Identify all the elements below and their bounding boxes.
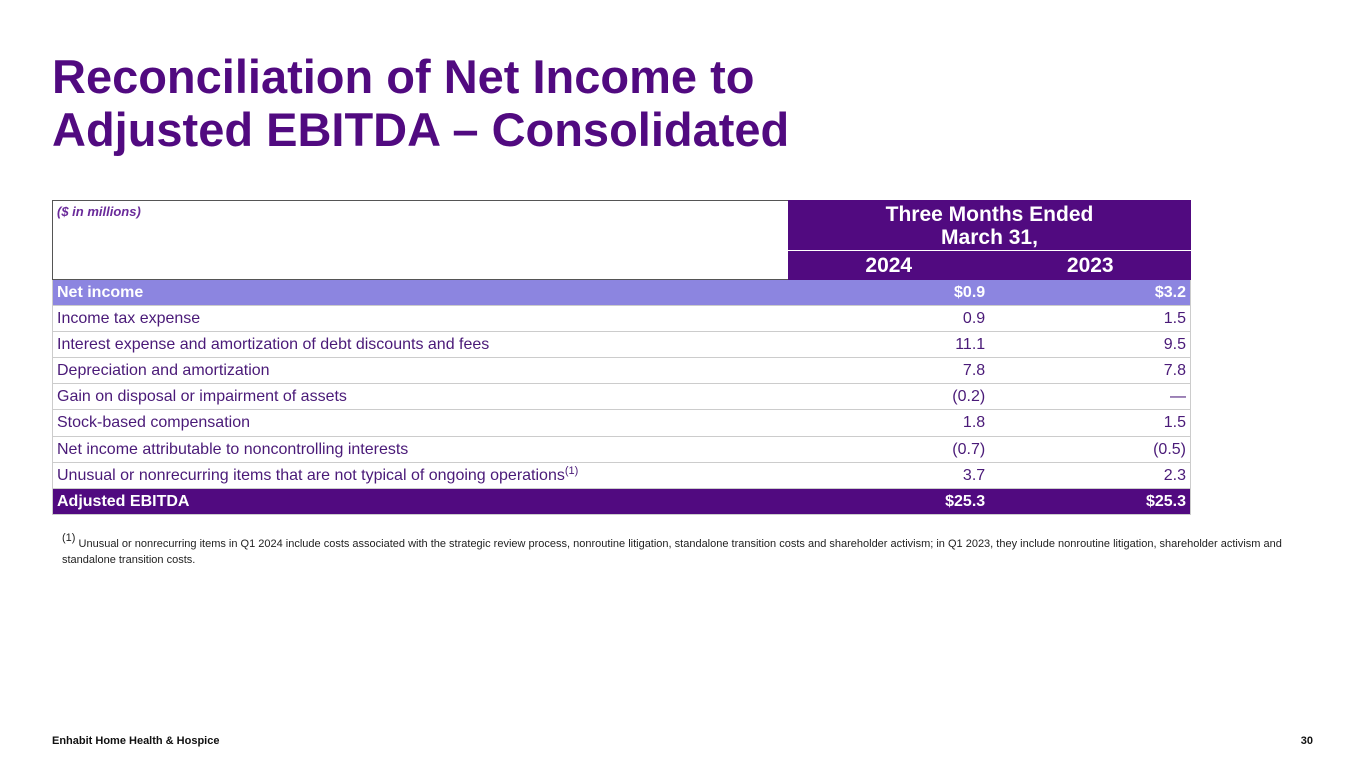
value-cell: 7.8 [1163,362,1186,380]
units-note: ($ in millions) [52,200,788,280]
table-row: Income tax expense 0.9 1.5 [52,306,1191,333]
table-row: Interest expense and amortization of deb… [52,332,1191,359]
row-label-cell: Stock-based compensation [53,410,788,435]
column-header: 2024 [865,254,913,277]
column-header: 2023 [1066,254,1114,277]
years: 2024 2023 [788,250,1191,281]
value-cell: 3.7 [962,466,986,484]
period-header: Three Months Ended March 31, 2024 2023 [788,200,1191,280]
row-label: Net income [57,284,144,301]
title: Reconciliation of Net Income to Adjusted… [52,50,789,156]
value-cell: (0.2) [952,388,986,406]
page-number: 30 [1300,735,1313,747]
row-note: (1) [564,464,579,477]
title-line: Adjusted EBITDA – Consolidated [52,103,790,156]
row-label: Unusual or nonrecurring items that are n… [57,466,565,484]
value-cell: $0.9 [954,284,986,301]
footer-company: Enhabit Home Health & Hospice [52,735,220,747]
row-label: Stock-based compensation [57,414,250,432]
title-line: Reconciliation of Net Income to [52,50,755,103]
value-cell: 1.5 [1163,414,1186,432]
footnote-text: Unusual or nonrecurring items in Q1 2024… [62,538,1282,566]
table-row: Depreciation and amortization 7.8 7.8 [52,358,1191,385]
footnote: (1) Unusual or nonrecurring items in Q1 … [62,533,1312,568]
row-label: Income tax expense [57,310,201,328]
table: ($ in millions) Three Months Ended March… [52,200,1191,515]
value-cell: (0.7) [952,440,986,458]
value-cell: $25.3 [945,492,986,510]
period-line: Three Months Ended [885,203,1094,226]
value-cell: 7.8 [962,362,986,380]
table-row: Net income $0.9 $3.2 [52,280,1191,307]
row-label-cell: Adjusted EBITDA [53,489,788,514]
value-cell: 9.5 [1163,336,1186,354]
table-header: ($ in millions) Three Months Ended March… [52,200,1191,280]
row-label: Net income attributable to noncontrollin… [57,440,409,458]
table-row: Stock-based compensation 1.8 1.5 [52,410,1191,437]
table-body: Net income $0.9 $3.2 Income tax expense 0.9 1… [52,280,1191,515]
row-label-cell: Gain on disposal or impairment of assets [53,384,788,409]
value-cell: 2.3 [1163,466,1186,484]
footnote-marker: (1) [62,532,76,544]
table-row: Unusual or nonrecurring items that are n… [52,462,1191,489]
row-label-cell: Depreciation and amortization [53,358,788,383]
table-row: Gain on disposal or impairment of assets… [52,384,1191,411]
table-row: Net income attributable to noncontrollin… [52,436,1191,463]
value-cell: 1.5 [1163,310,1186,328]
table-row: Adjusted EBITDA $25.3 $25.3 [52,488,1191,515]
period: Three Months Ended March 31, [788,200,1191,250]
row-label: Depreciation and amortization [57,362,270,380]
row-label-cell: Net income [53,280,788,305]
value-cell: $25.3 [1145,492,1186,510]
value-cell: 1.8 [962,414,986,432]
row-label: Gain on disposal or impairment of assets [57,388,347,406]
value-cell: $3.2 [1154,284,1186,301]
value-cell: 0.9 [962,310,986,328]
value-cell: 11.1 [955,336,986,354]
row-label: Interest expense and amortization of deb… [57,336,490,354]
row-label: Adjusted EBITDA [57,492,190,510]
row-label-cell: Interest expense and amortization of deb… [53,332,788,357]
value-cell: — [1170,388,1186,406]
row-label-cell: Unusual or nonrecurring items that are n… [53,463,788,488]
row-label-cell: Income tax expense [53,306,788,331]
value-cell: (0.5) [1153,440,1186,458]
row-label-cell: Net income attributable to noncontrollin… [53,437,788,462]
period-line: March 31, [941,226,1038,249]
